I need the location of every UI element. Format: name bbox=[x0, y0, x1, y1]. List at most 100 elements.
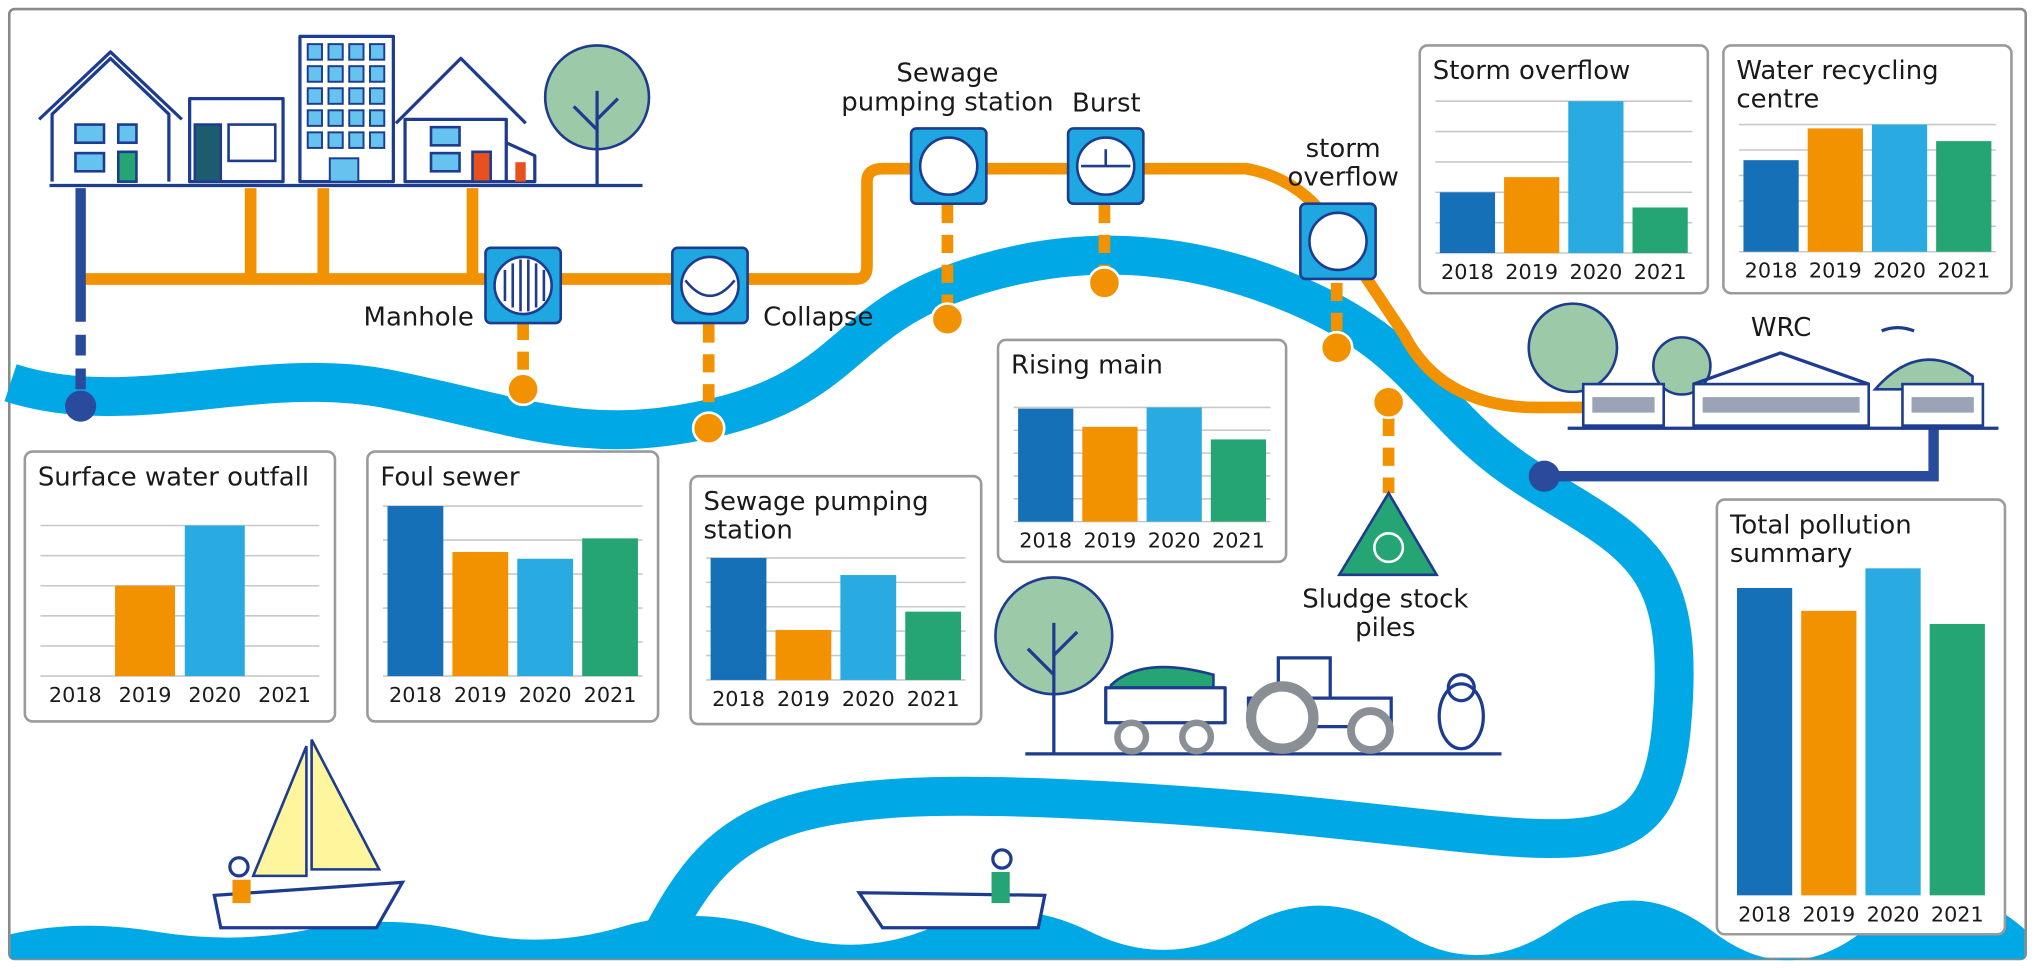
window bbox=[327, 65, 344, 83]
window bbox=[369, 65, 386, 83]
chart-title-box: Storm overflow bbox=[1432, 55, 1631, 86]
chart: Water recycling centre 2018 2019 2020 2021 bbox=[1722, 44, 2013, 295]
x-tick-label: 2018 bbox=[1745, 259, 1798, 283]
x-tick-label: 2019 bbox=[1084, 529, 1137, 553]
chart-title-box: Rising main bbox=[1011, 350, 1164, 381]
chart-title-box: Water recycling centre bbox=[1736, 55, 1939, 115]
x-tick-label: 2018 bbox=[1441, 260, 1494, 284]
bar bbox=[1736, 587, 1793, 896]
pipes bbox=[65, 162, 1939, 494]
chart: Storm overflow 2018 2019 2020 2021 bbox=[1418, 44, 1710, 295]
chart-title: Total pollution summary bbox=[1729, 509, 1912, 569]
bar bbox=[840, 575, 897, 680]
window bbox=[348, 43, 365, 61]
farm bbox=[994, 576, 1502, 756]
window bbox=[306, 65, 323, 83]
diagram-label: Collapse bbox=[763, 302, 874, 333]
bar bbox=[1018, 408, 1074, 522]
diagram-label-box: Sludge stock piles bbox=[1302, 583, 1469, 643]
chart-title-box: Sewage pumping station bbox=[703, 487, 928, 544]
bar bbox=[1146, 407, 1202, 522]
window bbox=[369, 131, 386, 149]
window bbox=[306, 87, 323, 105]
bar bbox=[387, 506, 444, 677]
x-tick-label: 2019 bbox=[777, 687, 830, 711]
x-tick-label: 2021 bbox=[1634, 260, 1687, 284]
diagram-label: Manhole bbox=[363, 302, 474, 333]
x-tick-label: 2021 bbox=[907, 687, 960, 711]
chart-title-box: Total pollution summary bbox=[1729, 509, 1912, 569]
x-tick-label: 2018 bbox=[1019, 529, 1072, 553]
window bbox=[369, 87, 386, 105]
diagram-labels: Manhole Collapse Sewage pumping station Bur… bbox=[363, 58, 1812, 643]
chart-title: Foul sewer bbox=[380, 461, 520, 492]
chart-title: Rising main bbox=[1011, 350, 1164, 381]
bar bbox=[582, 538, 638, 677]
bar bbox=[775, 629, 832, 680]
chart-title: Storm overflow bbox=[1432, 55, 1631, 86]
x-tick-label: 2020 bbox=[1148, 529, 1201, 553]
bar bbox=[710, 557, 767, 680]
bar bbox=[1936, 141, 1992, 252]
houses bbox=[38, 34, 651, 188]
x-tick-label: 2018 bbox=[1738, 902, 1791, 926]
diagram-label-box: Burst bbox=[1072, 88, 1141, 119]
bar bbox=[1801, 610, 1857, 896]
x-tick-label: 2021 bbox=[1931, 902, 1984, 926]
diagram-label: WRC bbox=[1750, 312, 1812, 343]
bar bbox=[1865, 568, 1921, 896]
x-tick-label: 2019 bbox=[1802, 902, 1855, 926]
chart: Foul sewer 2018 2019 2020 2021 bbox=[366, 450, 660, 723]
window bbox=[348, 131, 365, 149]
x-tick-label: 2021 bbox=[1212, 529, 1265, 553]
diagram-label: Sludge stock piles bbox=[1302, 583, 1469, 643]
bar bbox=[184, 525, 245, 677]
window bbox=[306, 43, 323, 61]
chart: Total pollution summary 2018 2019 2020 2021 bbox=[1715, 498, 2007, 936]
chart-title: Water recycling centre bbox=[1736, 55, 1939, 115]
x-tick-label: 2019 bbox=[1809, 259, 1862, 283]
bar bbox=[1743, 160, 1799, 252]
bar bbox=[452, 551, 509, 677]
diagram-label: Burst bbox=[1072, 88, 1141, 119]
diagram-label-box: storm overflow bbox=[1288, 134, 1399, 191]
chart-title: Surface water outfall bbox=[37, 461, 310, 492]
window bbox=[327, 131, 344, 149]
bar bbox=[1632, 207, 1688, 254]
chart-title-box: Surface water outfall bbox=[37, 461, 310, 492]
bar bbox=[1439, 192, 1496, 254]
x-tick-label: 2020 bbox=[842, 687, 895, 711]
x-tick-label: 2018 bbox=[49, 683, 102, 707]
chart: Rising main 2018 2019 2020 2021 bbox=[996, 338, 1288, 564]
door bbox=[328, 157, 360, 183]
wrc-plant bbox=[1527, 302, 1999, 430]
diagram-label-box: Manhole bbox=[363, 302, 474, 333]
diagram-label: Sewage pumping station bbox=[841, 58, 1054, 117]
window bbox=[348, 87, 365, 105]
bar bbox=[1807, 128, 1863, 252]
x-tick-label: 2021 bbox=[584, 683, 637, 707]
chart-title-box: Foul sewer bbox=[380, 461, 520, 492]
diagram-label-box: Collapse bbox=[763, 302, 874, 333]
bar bbox=[1504, 177, 1560, 254]
bar bbox=[115, 585, 176, 677]
window bbox=[306, 131, 323, 149]
x-tick-label: 2020 bbox=[519, 683, 572, 707]
bar bbox=[1929, 623, 1985, 896]
bar bbox=[517, 558, 574, 677]
window bbox=[369, 43, 386, 61]
x-tick-label: 2021 bbox=[258, 683, 311, 707]
window bbox=[327, 43, 344, 61]
x-tick-label: 2019 bbox=[119, 683, 172, 707]
bar bbox=[1568, 101, 1624, 254]
window bbox=[348, 65, 365, 83]
charts: Surface water outfall 2018 2019 2020 2021 Fou… bbox=[23, 44, 2013, 936]
window bbox=[327, 109, 344, 127]
sludge bbox=[1337, 490, 1439, 577]
x-tick-label: 2018 bbox=[389, 683, 442, 707]
x-tick-label: 2019 bbox=[1505, 260, 1558, 284]
chart: Sewage pumping station 2018 2019 2020 2021 bbox=[689, 474, 983, 726]
bar bbox=[905, 611, 962, 680]
x-tick-label: 2020 bbox=[188, 683, 241, 707]
